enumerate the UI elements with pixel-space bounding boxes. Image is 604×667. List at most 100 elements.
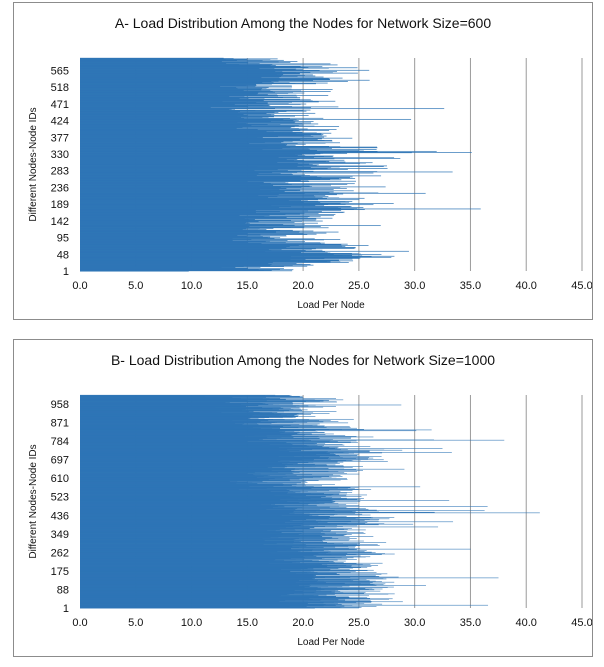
bar <box>80 198 276 200</box>
bar <box>80 225 305 227</box>
bar <box>80 121 296 123</box>
bar <box>80 65 274 67</box>
x-axis-title: Load Per Node <box>297 637 365 648</box>
bar <box>80 207 342 209</box>
bar <box>80 512 540 514</box>
bar <box>80 192 379 194</box>
bar <box>80 59 247 60</box>
bar <box>80 63 331 65</box>
bar <box>80 123 303 124</box>
bar <box>80 159 298 160</box>
bar <box>80 111 241 113</box>
bar <box>80 232 327 234</box>
bar <box>80 90 271 91</box>
bar <box>80 267 222 269</box>
bar <box>80 227 291 228</box>
bar <box>80 81 290 83</box>
bar <box>80 121 314 122</box>
bar <box>80 177 314 179</box>
bar <box>80 236 263 238</box>
bar <box>80 100 336 102</box>
bar <box>80 233 304 234</box>
bar <box>80 237 281 239</box>
bar <box>80 178 321 180</box>
bar <box>80 191 330 193</box>
bar <box>80 194 337 196</box>
bar <box>80 270 189 272</box>
y-tick-label: 283 <box>51 166 69 178</box>
bar <box>80 269 294 271</box>
bar <box>80 91 331 92</box>
bar <box>80 181 310 182</box>
x-tick-label: 45.0 <box>571 617 592 629</box>
y-tick-label: 236 <box>51 182 69 194</box>
bar <box>80 127 292 128</box>
bar <box>80 100 313 102</box>
bar <box>80 171 378 172</box>
bar <box>80 87 263 89</box>
bar <box>80 67 358 69</box>
bar <box>80 226 305 228</box>
bar <box>80 110 256 111</box>
bar <box>80 73 300 74</box>
chart-a-panel: A- Load Distribution Among the Nodes for… <box>13 2 593 320</box>
bar <box>80 131 293 132</box>
bar <box>80 184 292 186</box>
bar <box>80 212 305 214</box>
bar <box>80 211 322 212</box>
bar <box>80 102 268 104</box>
bar <box>80 112 239 114</box>
bar <box>80 118 412 120</box>
bar <box>80 242 325 244</box>
bar <box>80 190 298 191</box>
bar <box>80 192 426 194</box>
bar <box>80 154 295 155</box>
bar <box>80 191 271 192</box>
bar <box>80 91 276 93</box>
bar <box>80 247 356 249</box>
bar <box>80 125 252 126</box>
bar <box>80 253 352 254</box>
bar <box>80 235 286 236</box>
bar <box>80 148 309 150</box>
bar <box>80 147 283 149</box>
bar <box>80 173 281 175</box>
bar <box>80 217 308 219</box>
bar <box>80 80 279 82</box>
bar <box>80 146 330 147</box>
bar <box>80 231 300 233</box>
bar <box>80 162 366 164</box>
bar <box>80 57 224 59</box>
bar <box>80 76 324 78</box>
bar <box>80 223 246 225</box>
bar <box>80 126 340 127</box>
bar <box>80 222 318 224</box>
bar <box>80 150 359 151</box>
bar <box>80 157 300 159</box>
bar <box>80 58 278 60</box>
bar <box>80 201 346 203</box>
bar <box>80 256 372 257</box>
bar <box>80 206 352 207</box>
bar <box>80 93 258 95</box>
x-tick-label: 30.0 <box>404 280 425 292</box>
x-tick-label: 45.0 <box>571 280 592 292</box>
bar <box>80 75 283 76</box>
bar <box>80 176 322 178</box>
bar <box>80 228 247 230</box>
bar <box>80 194 279 195</box>
bar <box>80 99 311 101</box>
bar <box>80 133 297 135</box>
bar <box>80 187 347 189</box>
bar <box>80 94 268 95</box>
bar <box>80 104 269 106</box>
bar <box>80 61 222 63</box>
bar <box>80 122 238 123</box>
bar <box>80 88 238 89</box>
bar <box>80 145 287 147</box>
bar <box>80 84 257 86</box>
bar <box>80 129 337 131</box>
bar <box>80 162 373 164</box>
bar <box>80 261 331 263</box>
bar <box>80 114 244 116</box>
